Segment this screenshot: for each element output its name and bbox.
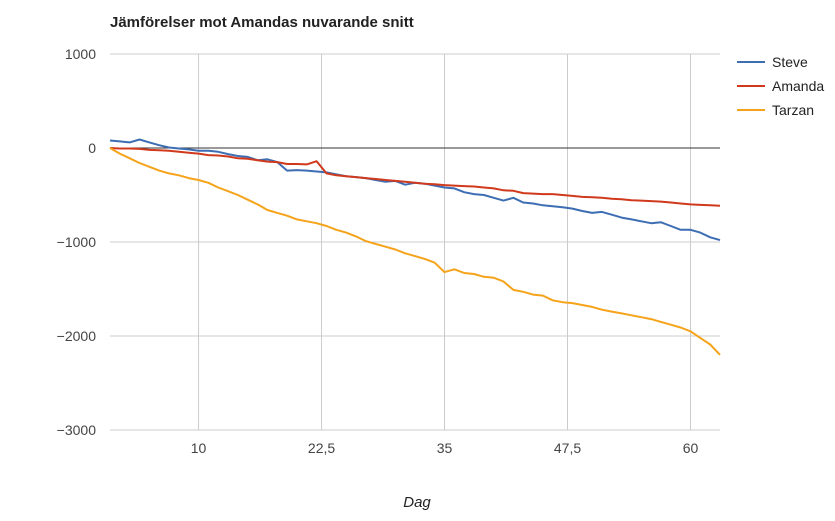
series-lines bbox=[109, 138, 721, 356]
x-tick-label: 35 bbox=[437, 440, 453, 456]
x-tick-label: 47,5 bbox=[554, 440, 581, 456]
y-tick-label: −3000 bbox=[57, 422, 97, 438]
y-axis-ticks: 1000 0 −1000 −2000 −3000 bbox=[57, 46, 97, 438]
y-tick-label: 0 bbox=[88, 140, 96, 156]
chart-title: Jämförelser mot Amandas nuvarande snitt bbox=[110, 14, 414, 31]
x-axis-ticks: 10 22,5 35 47,5 60 bbox=[191, 440, 699, 456]
legend-label-steve: Steve bbox=[772, 54, 808, 70]
grid bbox=[110, 53, 720, 431]
series-line-amanda bbox=[109, 147, 721, 207]
y-tick-label: −2000 bbox=[57, 328, 97, 344]
x-axis-label: Dag bbox=[403, 494, 431, 511]
series-line-tarzan bbox=[109, 147, 721, 356]
legend: Steve Amanda Tarzan bbox=[737, 54, 824, 118]
legend-label-amanda: Amanda bbox=[772, 78, 824, 94]
x-tick-label: 22,5 bbox=[308, 440, 335, 456]
y-tick-label: 1000 bbox=[65, 46, 96, 62]
x-tick-label: 10 bbox=[191, 440, 207, 456]
y-tick-label: −1000 bbox=[57, 234, 97, 250]
legend-label-tarzan: Tarzan bbox=[772, 102, 814, 118]
x-tick-label: 60 bbox=[683, 440, 699, 456]
